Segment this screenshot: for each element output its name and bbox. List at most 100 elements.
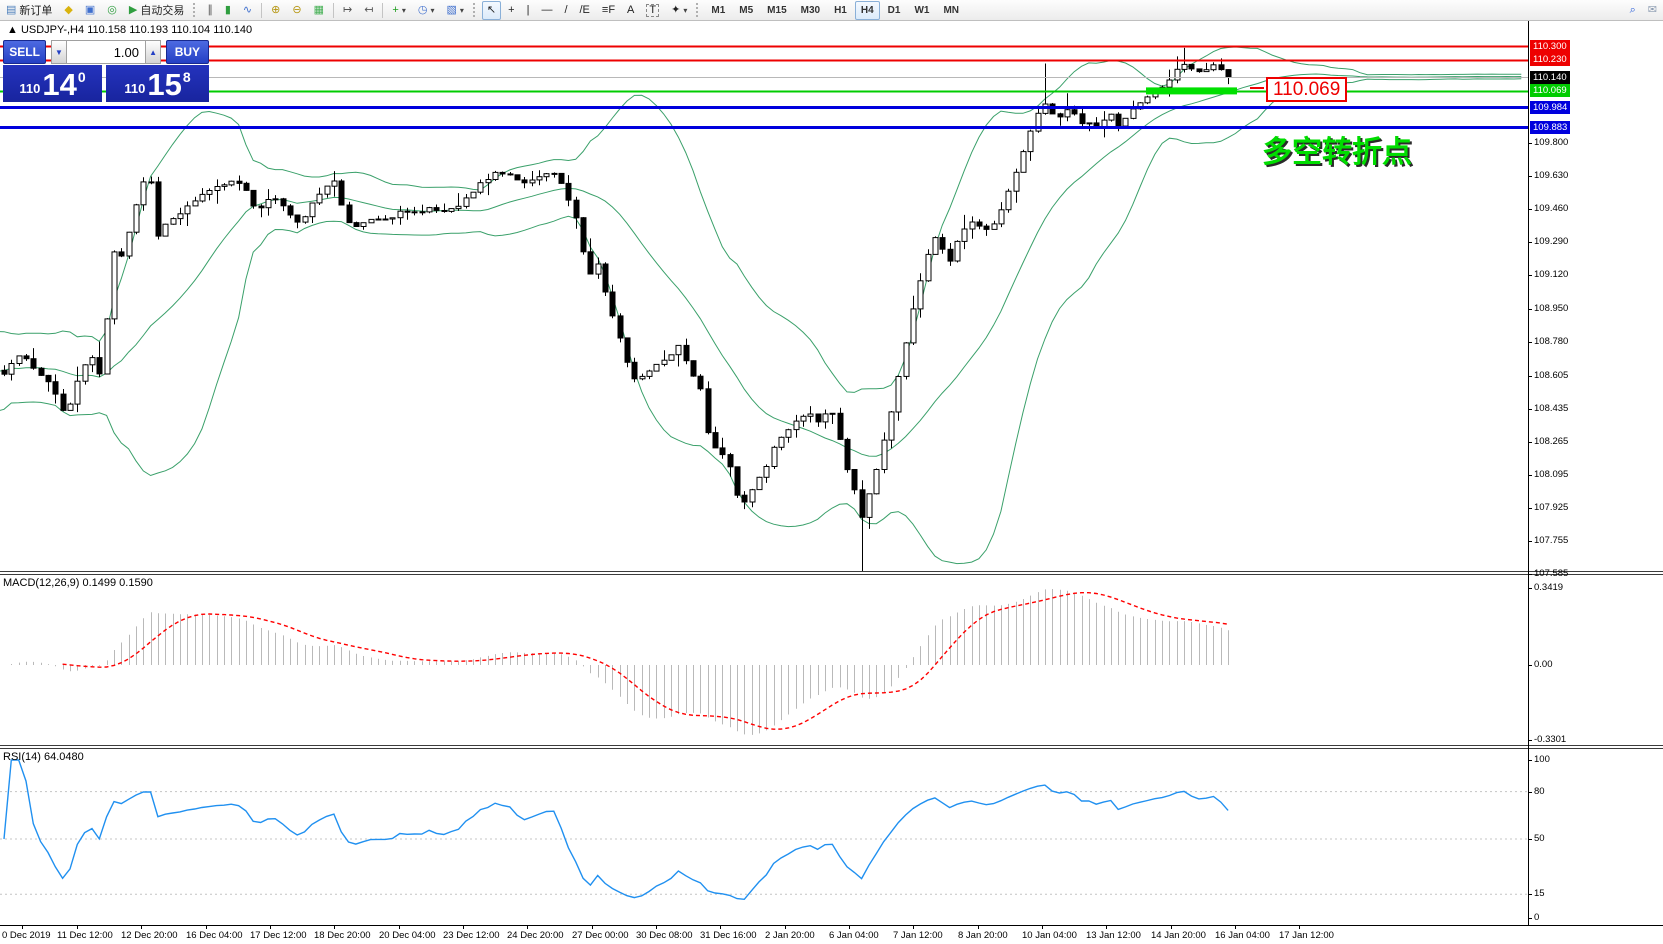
time-label: 12 Dec 20:00 [121, 930, 178, 941]
fibonacci-icon: ≡F [601, 3, 616, 16]
time-label: 31 Dec 16:00 [700, 930, 757, 941]
timeframe-m5-button[interactable]: M5 [739, 4, 754, 16]
crosshair-icon: + [508, 3, 515, 16]
price-tag: 110.140 [1530, 71, 1570, 84]
metaeditor-icon[interactable]: ◆ [59, 1, 77, 20]
trendline-icon[interactable]: / [559, 1, 572, 20]
collapse-marker-icon[interactable]: ▲ [7, 24, 18, 36]
sell-price[interactable]: 110 14 0 [3, 65, 102, 102]
rsi-tick-label: 0 [1534, 912, 1540, 923]
line-chart-icon: ∿ [242, 3, 253, 16]
bar-chart-icon: ∥ [207, 3, 213, 16]
auto-trading-icon: ▶ [128, 3, 138, 16]
zoom-out-icon[interactable]: ⊖ [287, 1, 306, 20]
toolbar-grip [193, 3, 198, 17]
auto-scroll-icon[interactable]: ↦ [338, 1, 357, 20]
cursor-icon: ↖ [486, 3, 497, 16]
fibonacci-icon[interactable]: ≡F [597, 1, 620, 20]
cursor-icon[interactable]: ↖ [481, 0, 502, 20]
time-label: 10 Jan 04:00 [1022, 930, 1077, 941]
candles [1, 47, 1232, 571]
text-icon[interactable]: A [622, 1, 639, 20]
bar-chart-icon[interactable]: ∥ [202, 1, 218, 20]
tile-windows-icon[interactable]: ▦ [309, 1, 329, 20]
toolbar-separator [332, 2, 334, 18]
trade-panel-controls: SELL ▼ ▲ BUY [3, 40, 209, 64]
auto-scroll-icon: ↦ [342, 3, 353, 16]
rsi-label: RSI(14) 64.0480 [3, 751, 84, 763]
timeframe-d1-button[interactable]: D1 [887, 4, 901, 16]
time-label: 20 Dec 04:00 [379, 930, 436, 941]
trade-panel-prices: 110 14 0 110 15 8 [3, 65, 209, 102]
new-order-button[interactable]: ▤ 新订单 [1, 1, 57, 20]
buy-price-base: 110 [124, 81, 146, 96]
buy-price[interactable]: 110 15 8 [106, 65, 209, 102]
price-tag: 109.984 [1530, 101, 1571, 114]
vertical-line-icon: | [526, 3, 530, 16]
channel-icon[interactable]: /E [575, 1, 595, 20]
chevron-down-icon: ▾ [401, 5, 406, 15]
sell-price-base: 110 [19, 81, 41, 96]
terminal-icon[interactable]: ▣ [80, 1, 100, 20]
tester-icon[interactable]: ◎ [102, 1, 122, 20]
periods-icon[interactable]: ◷ ▾ [413, 1, 440, 20]
sell-button[interactable]: SELL [3, 40, 47, 64]
channel-icon: /E [579, 3, 590, 16]
vertical-line-icon[interactable]: | [522, 1, 535, 20]
time-label: 17 Jan 12:00 [1279, 930, 1334, 941]
macd-label: MACD(12,26,9) 0.1499 0.1590 [3, 577, 153, 589]
templates-icon[interactable]: ▧ ▾ [442, 1, 469, 20]
main-pane [0, 46, 1522, 571]
horizontal-line-icon[interactable]: — [536, 1, 557, 20]
chart-shift-icon[interactable]: ↤ [359, 1, 378, 20]
candlestick-chart-icon[interactable]: ▮ [220, 1, 236, 20]
search-icon[interactable]: ⌕ [1625, 1, 1641, 20]
price-tick-label: 108.095 [1534, 469, 1569, 480]
toolbar-separator [261, 2, 263, 18]
timeframe-m30-button[interactable]: M30 [800, 4, 821, 16]
sell-price-main: 14 [42, 67, 77, 102]
volume-increment-button[interactable]: ▲ [145, 40, 162, 64]
price-tag: 109.883 [1530, 121, 1571, 134]
price-tick-label: 107.585 [1534, 568, 1569, 579]
volume-input[interactable] [67, 40, 145, 64]
indicators-icon[interactable]: + ▾ [387, 1, 410, 20]
metaeditor-icon: ◆ [64, 3, 73, 16]
macd-tick-label: -0.3301 [1534, 734, 1567, 745]
toolbar: ▤ 新订单 ◆ ▣ ◎ ▶ 自动交易 ∥ ▮ ∿ ⊕ ⊖ ▦ ↦ ↤ + ▾ ◷ ▾ ▧ ▾ ↖ + | — //E ≡F A T ✦ ▾ M… [0, 0, 1663, 21]
arrows-icon[interactable]: ✦ ▾ [666, 1, 692, 20]
crosshair-icon[interactable]: + [503, 1, 519, 20]
volume-decrement-button[interactable]: ▼ [50, 40, 67, 64]
indicators-icon: + [392, 3, 399, 16]
chevron-down-icon: ▾ [430, 5, 435, 15]
buy-button[interactable]: BUY [165, 40, 209, 64]
price-tag: 110.300 [1530, 40, 1570, 53]
zoom-in-icon[interactable]: ⊕ [266, 1, 285, 20]
timeframe-m1-button[interactable]: M1 [711, 4, 726, 16]
line-chart-icon[interactable]: ∿ [238, 1, 257, 20]
candlestick-chart-icon: ▮ [224, 3, 231, 16]
timeframe-m15-button[interactable]: M15 [767, 4, 787, 16]
highlight-segment[interactable] [1146, 87, 1237, 95]
terminal-icon: ▣ [84, 3, 96, 16]
periods-icon: ◷ [417, 3, 428, 16]
price-callout-box[interactable]: 110.069 [1266, 77, 1348, 102]
timeframe-mn-button[interactable]: MN [943, 4, 960, 16]
chevron-down-icon: ▾ [683, 5, 688, 15]
auto-trading-button-label: 自动交易 [140, 5, 185, 17]
rsi-tick-label: 50 [1534, 833, 1545, 844]
annotation-text[interactable]: 多空转折点 [1262, 135, 1412, 170]
chat-icon: ✉ [1647, 3, 1657, 16]
timeframe-h4-button[interactable]: H4 [854, 0, 880, 20]
text-label-icon[interactable]: T [641, 1, 664, 20]
chat-icon[interactable]: ✉ [1643, 1, 1662, 20]
sell-price-pip: 0 [77, 69, 86, 85]
timeframe-h1-button[interactable]: H1 [834, 4, 847, 16]
price-tick-label: 107.755 [1534, 535, 1569, 546]
macd-tick-label: 0.00 [1534, 659, 1553, 670]
chevron-down-icon: ▾ [459, 5, 464, 15]
time-label: 8 Jan 20:00 [958, 930, 1008, 941]
auto-trading-button[interactable]: ▶ 自动交易 [124, 1, 189, 20]
timeframe-w1-button[interactable]: W1 [914, 4, 930, 16]
